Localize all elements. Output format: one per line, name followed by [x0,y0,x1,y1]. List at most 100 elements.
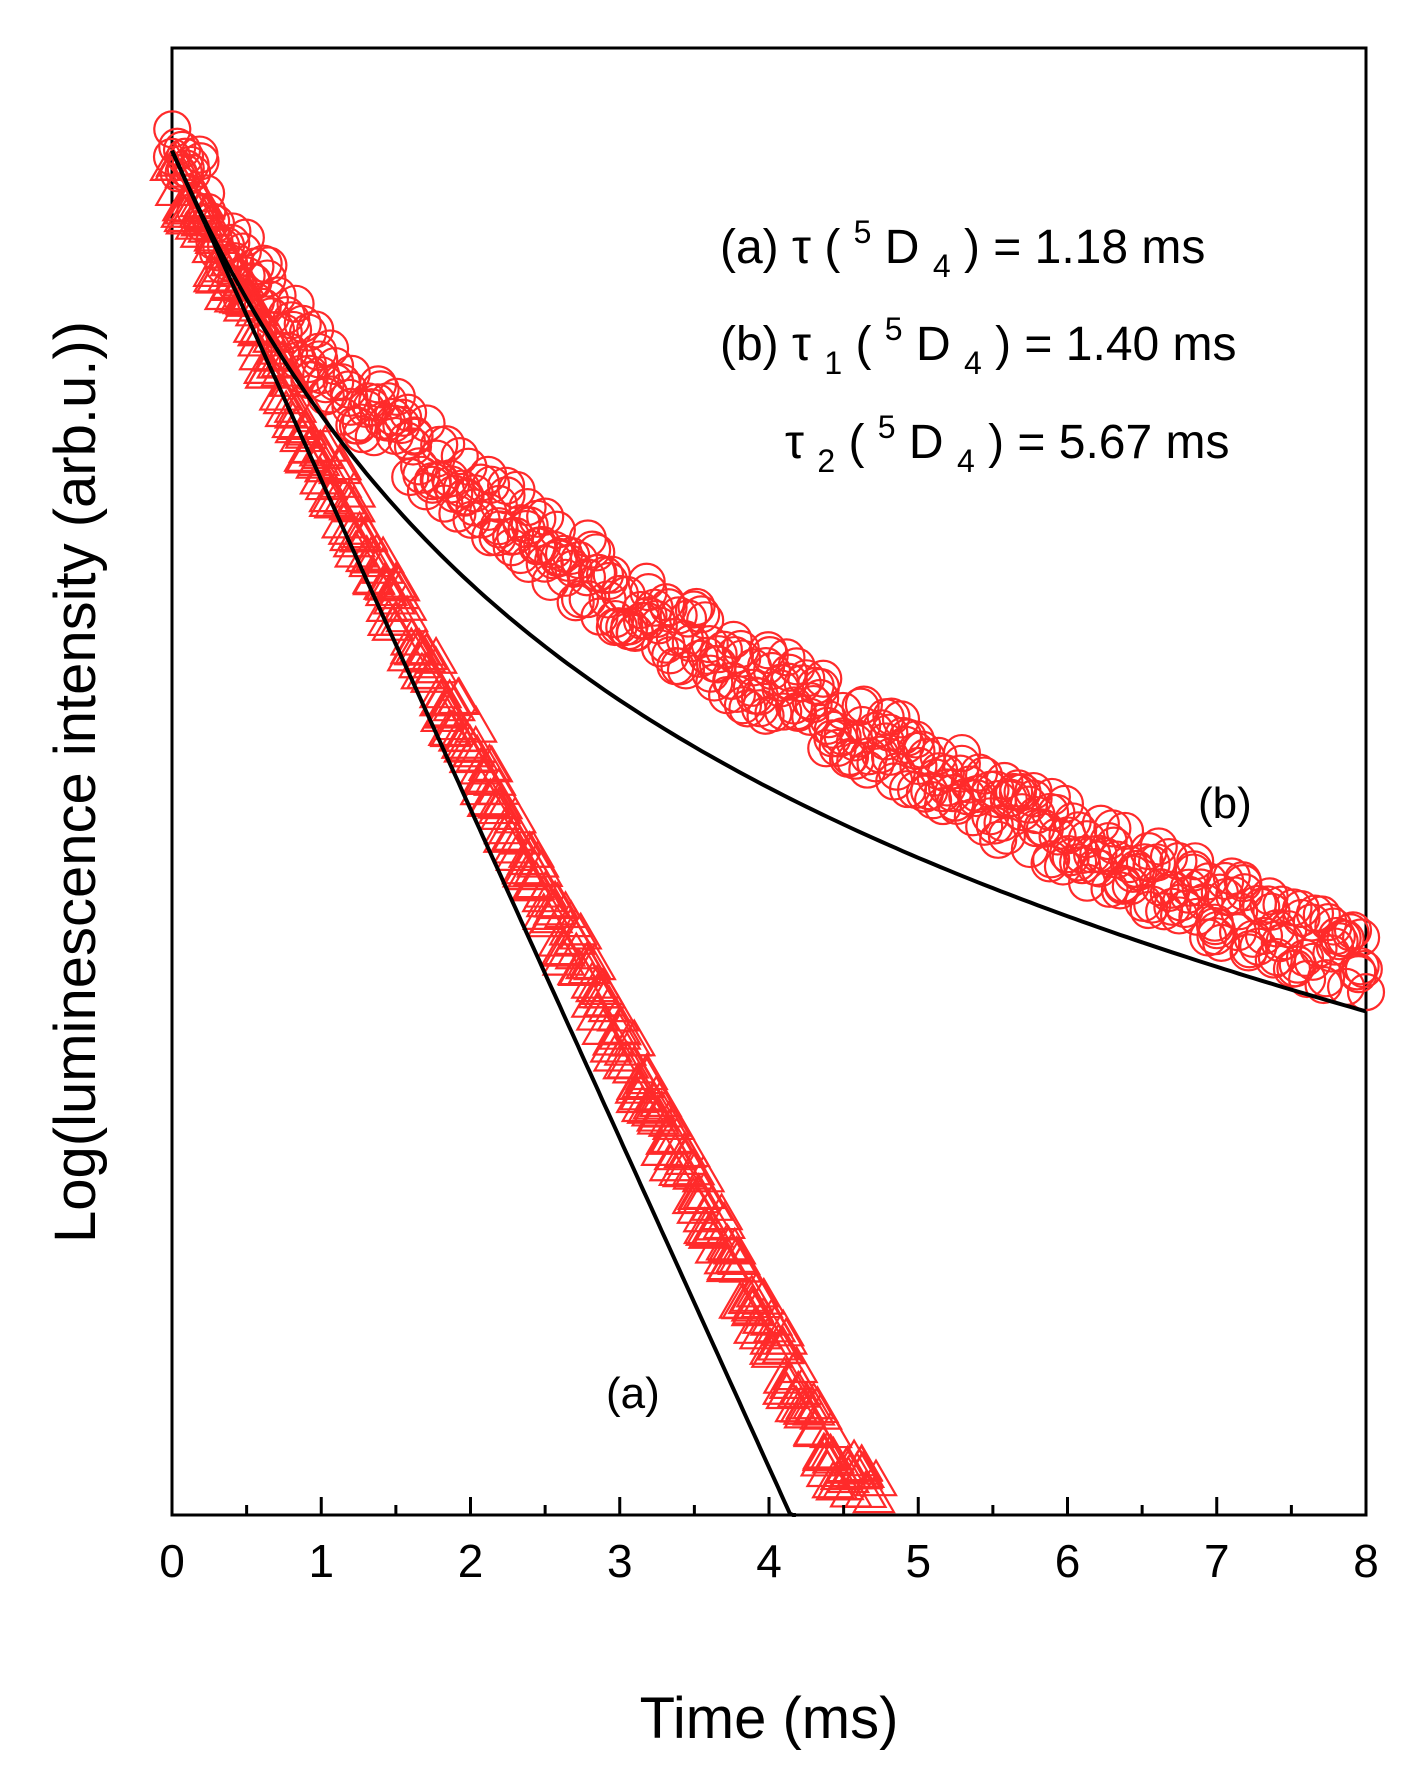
data-point-a [332,469,377,508]
series-label-b: (b) [1198,779,1252,828]
data-point-a [592,1033,637,1072]
data-point-a [792,1407,837,1446]
x-tick-label: 0 [159,1535,185,1587]
data-point-b [1129,832,1168,871]
y-axis-title: Log(luminescence intensity (arb.u.)) [43,321,108,1243]
data-point-b [427,425,466,464]
data-point-a [535,881,580,920]
data-point-a [730,1283,775,1322]
data-point-b [714,620,753,659]
data-point-b [508,487,547,527]
data-point-b [310,329,350,368]
data-point-b [819,719,859,758]
data-point-a [839,1451,884,1490]
data-point-a [605,1040,650,1079]
data-point-b [682,595,721,634]
x-tick-label: 2 [458,1535,484,1587]
data-point-a [676,1185,720,1224]
data-point-b [953,798,992,837]
annotation-b2-symbol: τ [785,416,804,469]
data-point-a [647,1098,692,1137]
data-point-a [681,1154,726,1193]
data-point-a [805,1430,849,1469]
data-point-b [649,588,688,627]
data-point-a [512,847,557,886]
data-point-a [467,743,512,781]
data-point-a [626,1085,671,1124]
data-point-b [153,110,192,149]
data-point-b [723,686,763,725]
data-point-b [1038,817,1077,856]
data-point-b [1333,911,1373,950]
data-point-b [699,635,738,674]
data-point-b [1244,916,1284,955]
data-point-b [1159,896,1199,935]
data-point-a [479,781,524,820]
data-point-b [1341,918,1381,957]
data-point-a [714,1234,759,1273]
data-point-b [1030,844,1069,883]
annotation-b2-symbol-sub: 2 [817,443,835,479]
data-point-a [729,1273,774,1312]
data-point-a [379,597,424,636]
data-point-a [476,766,521,805]
data-point-b [881,700,921,739]
data-point-a [582,978,627,1017]
data-point-a [414,635,458,674]
data-point-a [587,984,632,1023]
data-point-b [704,630,743,669]
data-point-a [303,423,348,462]
data-point-b [666,651,706,690]
data-point-b [674,590,714,629]
data-point-a [702,1201,747,1240]
data-point-b [1169,868,1208,907]
x-tick-label: 8 [1353,1535,1379,1587]
data-point-b [152,137,192,176]
data-point-a [597,1011,642,1050]
data-point-a [762,1355,807,1394]
data-point-b [979,820,1018,859]
data-point-b [1281,889,1321,929]
data-point-b [223,232,262,271]
data-point-a [493,795,538,834]
data-point-a [667,1129,711,1168]
data-point-b [573,530,612,569]
data-point-b [1276,949,1315,988]
data-point-a [258,372,303,411]
annotation-b2-state-sub: 4 [957,443,975,479]
data-point-a [279,414,323,453]
data-point-a [317,446,362,485]
data-point-b [848,750,887,789]
data-point-b [391,457,430,497]
data-point-b [668,599,708,638]
data-point-a [492,813,536,852]
data-point-a [632,1081,676,1120]
series-label-a: (a) [606,1369,660,1418]
data-point-a [720,1281,765,1320]
annotation-b1-value: = 1.40 ms [1024,318,1236,371]
data-point-a [453,724,498,763]
x-tick-label: 6 [1055,1535,1081,1587]
data-point-a [699,1192,744,1231]
x-tick-label: 1 [308,1535,334,1587]
data-point-b [691,654,730,693]
fit-curve-a [170,149,796,1517]
data-point-a [533,879,578,918]
data-point-b [866,722,905,761]
data-point-b [794,684,833,724]
data-point-a [582,970,627,1009]
data-point-b [300,340,339,379]
data-point-a [596,993,640,1032]
data-point-b [1288,959,1327,999]
data-point-b [440,437,479,476]
data-point-a [374,559,419,598]
data-point-b [1141,868,1180,907]
data-point-b [1304,965,1343,1005]
data-point-a [843,1470,888,1509]
data-point-b [537,510,576,549]
data-point-a [308,474,352,513]
data-point-b [1093,809,1132,848]
data-point-b [1139,827,1178,866]
annotation-a: (a) τ ( 5 D 4 ) = 1.18 ms [720,201,1205,288]
